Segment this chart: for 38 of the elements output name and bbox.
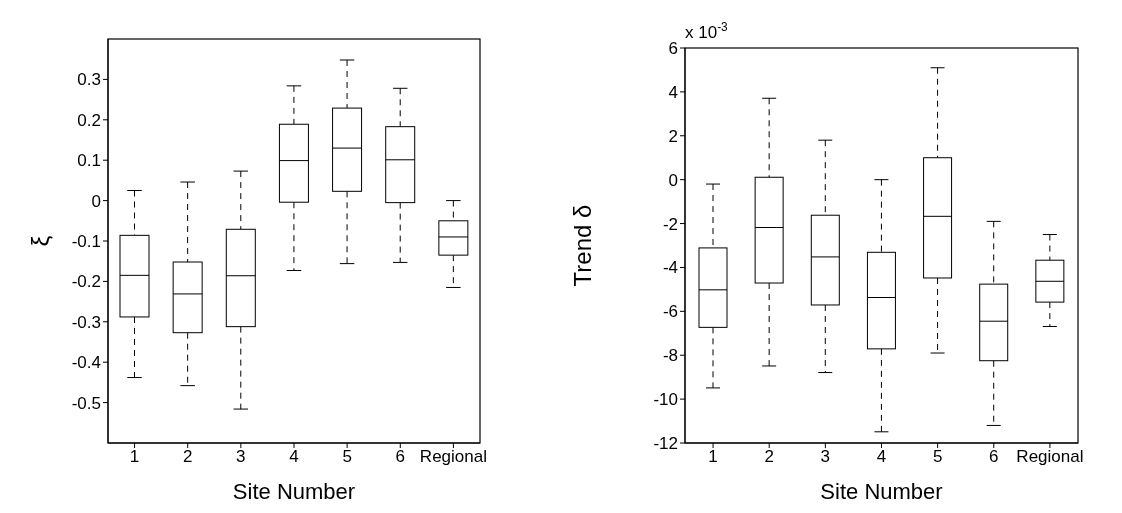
- y-tick-label: -8: [662, 346, 678, 366]
- y-axis-title: Trend δ: [568, 204, 596, 287]
- y-tick-label: -4: [662, 258, 678, 278]
- y-tick-label: -0.4: [71, 353, 101, 373]
- x-tick-label: 4: [289, 447, 299, 467]
- x-tick-label: 6: [989, 447, 999, 467]
- x-tick-label: 1: [129, 447, 140, 467]
- y-tick-label: -10: [653, 390, 678, 410]
- y-tick-label: 0: [91, 191, 101, 211]
- y-axis-title: ξ: [26, 235, 54, 247]
- y-tick-label: 0.1: [77, 151, 101, 171]
- x-tick-label: Regional: [419, 447, 487, 467]
- y-tick-label: -0.1: [71, 232, 101, 252]
- x-tick-label: Regional: [1016, 447, 1084, 467]
- x-tick-label: 2: [182, 447, 193, 467]
- x-tick-label: 2: [764, 447, 774, 467]
- text: x 10$^{-3}$: [685, 20, 729, 42]
- y-tick-label: -6: [662, 302, 678, 322]
- x-tick-label: 4: [876, 447, 887, 467]
- x-axis-title: Site Number: [232, 479, 356, 504]
- y-tick-label: -12: [653, 434, 678, 454]
- y-tick-label: 0.2: [77, 110, 101, 130]
- x-tick-label: 3: [820, 447, 831, 467]
- y-tick-label: -0.2: [71, 272, 101, 292]
- y-tick-label: -0.3: [71, 312, 101, 332]
- y-tick-label: 4: [668, 82, 678, 102]
- y-tick-label: 0.3: [77, 70, 101, 90]
- y-tick-label: 2: [668, 126, 678, 146]
- x-tick-label: 5: [932, 447, 943, 467]
- x-tick-label: 3: [236, 447, 246, 467]
- y-tick-label: 0: [668, 170, 678, 190]
- y-tick-label: 6: [668, 39, 678, 59]
- x-axis-title: Site Number: [820, 479, 943, 504]
- y-tick-label: -2: [662, 214, 678, 234]
- y-tick-label: -0.5: [71, 393, 101, 413]
- x-tick-label: 6: [395, 447, 406, 467]
- x-tick-label: 5: [342, 447, 352, 467]
- x-tick-label: 1: [708, 447, 718, 467]
